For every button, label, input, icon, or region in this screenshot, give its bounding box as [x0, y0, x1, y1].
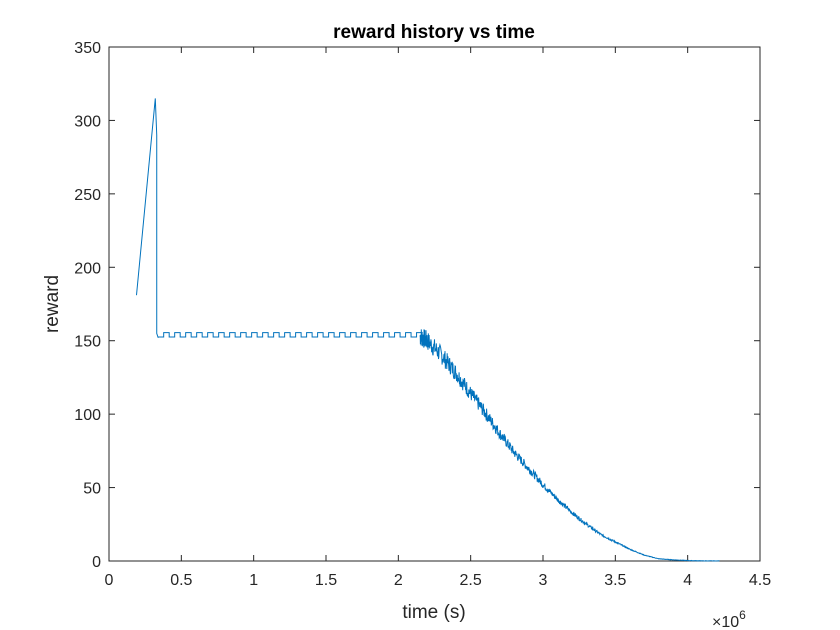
axis-tick-labels: 0 0.5 1 1.5 2 2.5 3 3.5 4 4.5 0 50 100 150 200 250 300 35… — [74, 40, 771, 589]
x-tick-label: 0.5 — [170, 572, 192, 589]
axis-ticks — [108, 46, 761, 562]
x-multiplier-base: ×10 — [712, 614, 739, 630]
y-tick-label: 50 — [83, 481, 101, 498]
y-tick-label: 0 — [92, 554, 101, 571]
x-tick-label: 2.5 — [460, 572, 482, 589]
series-line — [135, 98, 720, 562]
x-tick-label: 0 — [105, 572, 114, 589]
x-axis-multiplier: ×106 — [712, 608, 746, 630]
y-tick-label: 150 — [74, 334, 101, 351]
plot-area — [108, 46, 761, 562]
y-tick-label: 300 — [74, 113, 101, 130]
x-multiplier-exponent: 6 — [739, 608, 746, 622]
x-tick-label: 3 — [539, 572, 548, 589]
x-tick-label: 1.5 — [315, 572, 337, 589]
x-tick-label: 2 — [394, 572, 403, 589]
y-tick-label: 200 — [74, 260, 101, 277]
y-tick-label: 350 — [74, 40, 101, 57]
y-tick-label: 100 — [74, 407, 101, 424]
x-tick-label: 3.5 — [604, 572, 626, 589]
y-tick-label: 250 — [74, 187, 101, 204]
x-axis-label: time (s) — [402, 602, 465, 623]
chart-title: reward history vs time — [333, 22, 535, 43]
y-axis-label: reward — [42, 275, 63, 333]
x-tick-label: 4 — [683, 572, 692, 589]
x-tick-label: 4.5 — [749, 572, 771, 589]
x-tick-label: 1 — [249, 572, 258, 589]
